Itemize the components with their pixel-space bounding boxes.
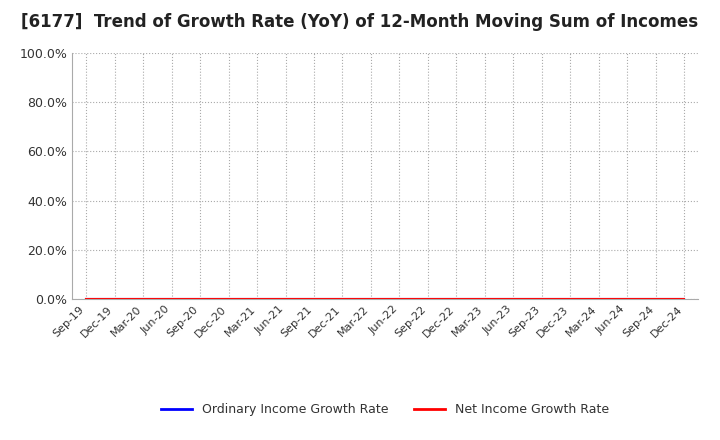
Net Income Growth Rate (509, 297, 518, 302)
Net Income Growth Rate (225, 297, 233, 302)
Ordinary Income Growth Rate (509, 297, 518, 302)
Net Income Growth Rate (282, 297, 290, 302)
Ordinary Income Growth Rate (566, 297, 575, 302)
Net Income Growth Rate (652, 297, 660, 302)
Net Income Growth Rate (452, 297, 461, 302)
Net Income Growth Rate (366, 297, 375, 302)
Ordinary Income Growth Rate (310, 297, 318, 302)
Net Income Growth Rate (623, 297, 631, 302)
Ordinary Income Growth Rate (652, 297, 660, 302)
Ordinary Income Growth Rate (680, 297, 688, 302)
Ordinary Income Growth Rate (452, 297, 461, 302)
Net Income Growth Rate (82, 297, 91, 302)
Net Income Growth Rate (566, 297, 575, 302)
Net Income Growth Rate (310, 297, 318, 302)
Net Income Growth Rate (167, 297, 176, 302)
Ordinary Income Growth Rate (423, 297, 432, 302)
Ordinary Income Growth Rate (595, 297, 603, 302)
Ordinary Income Growth Rate (338, 297, 347, 302)
Ordinary Income Growth Rate (395, 297, 404, 302)
Ordinary Income Growth Rate (480, 297, 489, 302)
Net Income Growth Rate (595, 297, 603, 302)
Ordinary Income Growth Rate (167, 297, 176, 302)
Net Income Growth Rate (338, 297, 347, 302)
Net Income Growth Rate (110, 297, 119, 302)
Ordinary Income Growth Rate (623, 297, 631, 302)
Net Income Growth Rate (423, 297, 432, 302)
Ordinary Income Growth Rate (225, 297, 233, 302)
Net Income Growth Rate (253, 297, 261, 302)
Net Income Growth Rate (480, 297, 489, 302)
Ordinary Income Growth Rate (282, 297, 290, 302)
Net Income Growth Rate (196, 297, 204, 302)
Ordinary Income Growth Rate (82, 297, 91, 302)
Ordinary Income Growth Rate (139, 297, 148, 302)
Ordinary Income Growth Rate (196, 297, 204, 302)
Text: [6177]  Trend of Growth Rate (YoY) of 12-Month Moving Sum of Incomes: [6177] Trend of Growth Rate (YoY) of 12-… (22, 13, 698, 31)
Net Income Growth Rate (395, 297, 404, 302)
Net Income Growth Rate (680, 297, 688, 302)
Ordinary Income Growth Rate (110, 297, 119, 302)
Net Income Growth Rate (537, 297, 546, 302)
Net Income Growth Rate (139, 297, 148, 302)
Ordinary Income Growth Rate (253, 297, 261, 302)
Ordinary Income Growth Rate (366, 297, 375, 302)
Legend: Ordinary Income Growth Rate, Net Income Growth Rate: Ordinary Income Growth Rate, Net Income … (156, 398, 614, 421)
Ordinary Income Growth Rate (537, 297, 546, 302)
